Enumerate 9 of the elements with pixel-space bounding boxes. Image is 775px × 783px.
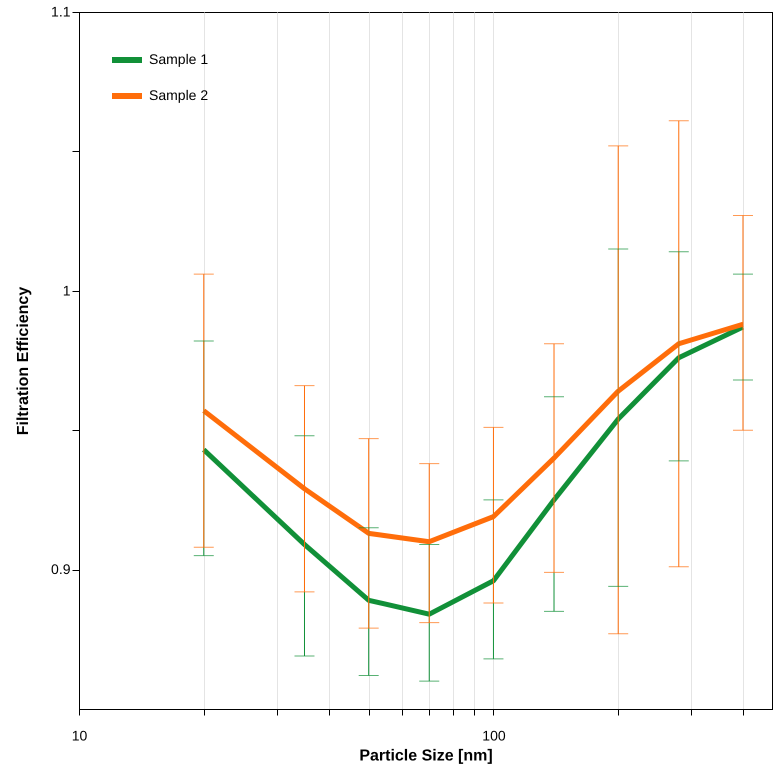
- y-tick-label: 1.1: [51, 4, 71, 20]
- x-tick-label: 10: [72, 728, 88, 744]
- y-tick-label: 0.9: [51, 561, 71, 578]
- y-tick-label: 1: [62, 282, 71, 298]
- x-axis-title: Particle Size [nm]: [359, 748, 493, 764]
- x-tick-label: 100: [482, 728, 506, 744]
- legend-label: Sample 2: [149, 87, 208, 103]
- y-axis-title: Filtration Efficiency: [15, 286, 32, 436]
- legend-label: Sample 1: [149, 51, 208, 67]
